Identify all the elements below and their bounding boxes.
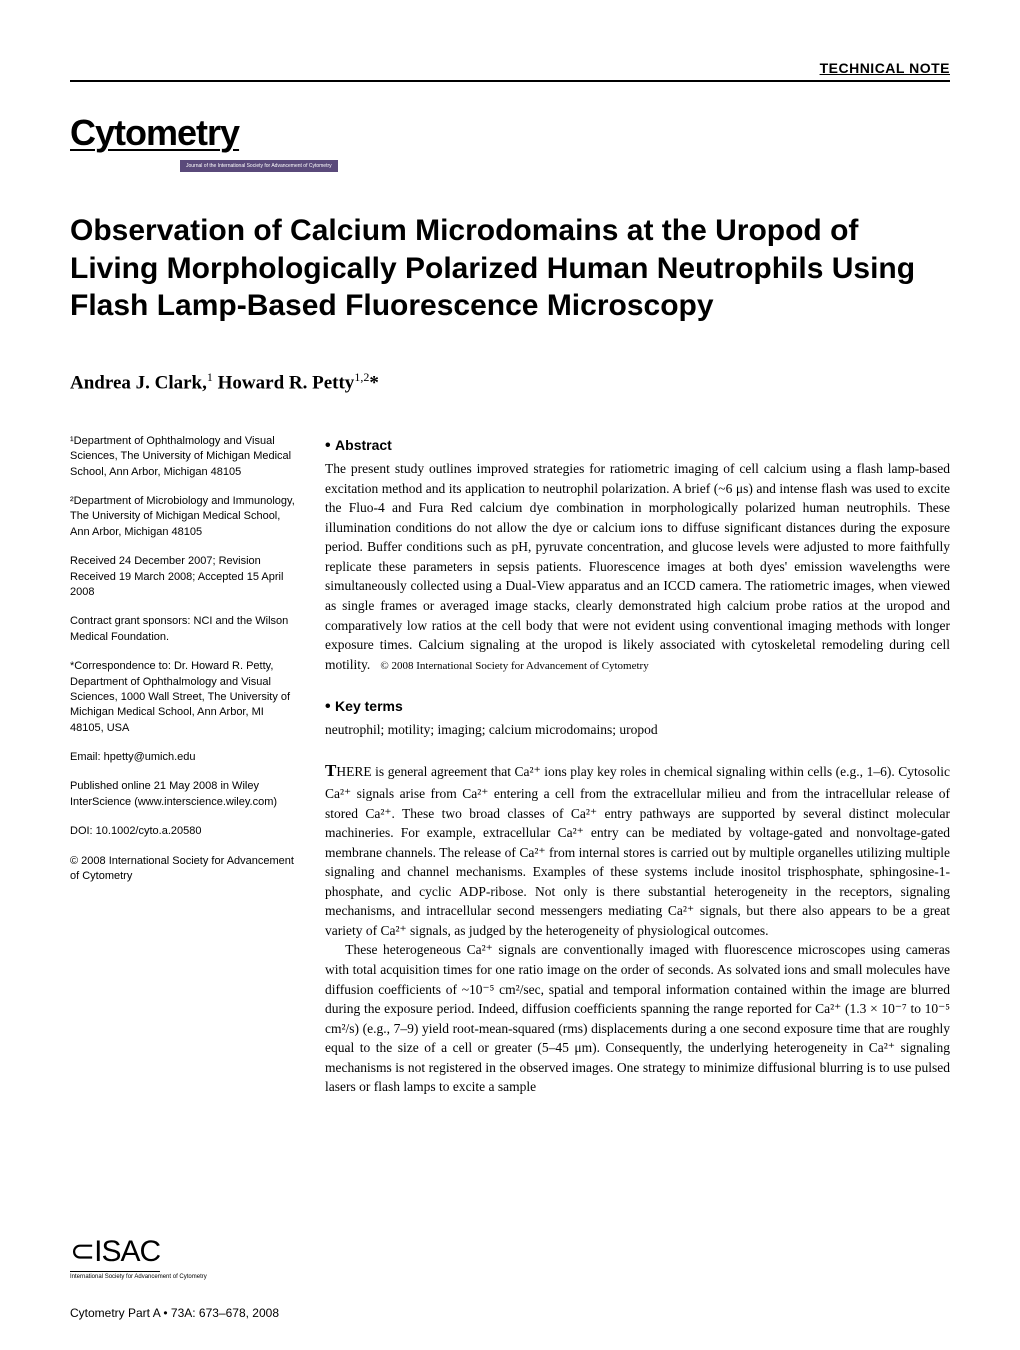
abstract-copyright: © 2008 International Society for Advance… <box>380 660 648 672</box>
affiliation-1: ¹Department of Ophthalmology and Visual … <box>70 434 295 480</box>
abstract-heading: Abstract <box>325 434 950 457</box>
grant-sponsors: Contract grant sponsors: NCI and the Wil… <box>70 614 295 645</box>
page-footer: Cytometry Part A • 73A: 673–678, 2008 <box>70 1306 279 1320</box>
author-line: Andrea J. Clark,1 Howard R. Petty1,2* <box>70 370 950 394</box>
author-1: Andrea J. Clark, <box>70 372 207 393</box>
abstract-body: The present study outlines improved stra… <box>325 461 950 672</box>
keyterms-text: neutrophil; motility; imaging; calcium m… <box>325 720 950 740</box>
dropcap: T <box>325 761 336 780</box>
journal-name: Cytometry <box>70 112 950 154</box>
author-2-affil: 1,2 <box>354 370 369 384</box>
author-1-affil: 1 <box>207 370 213 384</box>
email: Email: hpetty@umich.edu <box>70 750 295 765</box>
isac-subtitle: International Society for Advancement of… <box>70 1274 230 1280</box>
sidebar: ¹Department of Ophthalmology and Visual … <box>70 434 295 1097</box>
article-dates: Received 24 December 2007; Revision Rece… <box>70 554 295 600</box>
published-online: Published online 21 May 2008 in Wiley In… <box>70 779 295 810</box>
main-column: Abstract The present study outlines impr… <box>325 434 950 1097</box>
journal-logo: Cytometry Journal of the International S… <box>70 112 950 172</box>
correspondence: *Correspondence to: Dr. Howard R. Petty,… <box>70 659 295 736</box>
corresponding-mark: * <box>369 372 379 393</box>
isac-mark: ⊂ISAC <box>70 1234 160 1272</box>
p1-text: HERE is general agreement that Ca²⁺ ions… <box>325 764 950 938</box>
author-2: Howard R. Petty <box>218 372 355 393</box>
article-title: Observation of Calcium Microdomains at t… <box>70 212 950 325</box>
body-paragraph-2: These heterogeneous Ca²⁺ signals are con… <box>325 940 950 1097</box>
sidebar-copyright: © 2008 International Society for Advance… <box>70 854 295 885</box>
doi: DOI: 10.1002/cyto.a.20580 <box>70 824 295 839</box>
abstract-text: The present study outlines improved stra… <box>325 459 950 675</box>
section-label: TECHNICAL NOTE <box>820 60 950 76</box>
keyterms-heading: Key terms <box>325 695 950 718</box>
journal-subtitle-badge: Journal of the International Society for… <box>180 160 338 172</box>
body-paragraph-1: THERE is general agreement that Ca²⁺ ion… <box>325 759 950 940</box>
two-column-layout: ¹Department of Ophthalmology and Visual … <box>70 434 950 1097</box>
affiliation-2: ²Department of Microbiology and Immunolo… <box>70 494 295 540</box>
header-rule: TECHNICAL NOTE <box>70 80 950 82</box>
isac-logo: ⊂ISAC International Society for Advancem… <box>70 1234 230 1280</box>
body-text: THERE is general agreement that Ca²⁺ ion… <box>325 759 950 1097</box>
